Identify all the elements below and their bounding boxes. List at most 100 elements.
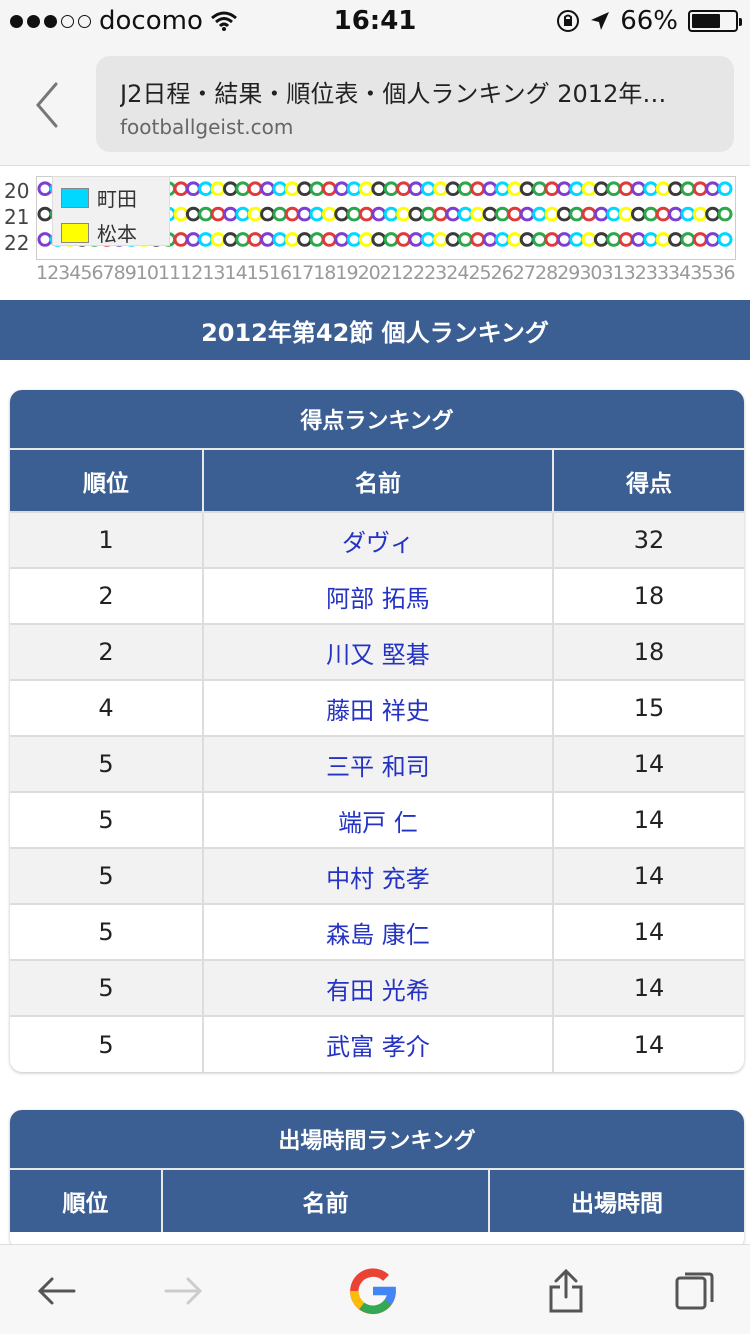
player-name-link[interactable]: 藤田 祥史 [203,679,554,736]
chart-marker [519,232,535,247]
rank-cell: 5 [10,959,204,1016]
chart-row-numbers: 20 21 22 [4,178,29,256]
chart-marker [680,181,696,197]
chart-marker [643,232,659,247]
chart-marker [445,206,461,222]
chart-marker [334,181,350,197]
chart-marker [37,232,53,247]
share-button[interactable] [538,1263,594,1319]
chart-marker [494,181,510,197]
player-name-link[interactable]: 端戸 仁 [203,791,554,848]
chart-marker [309,232,325,247]
rank-cell: 1 [10,511,204,568]
tabs-button[interactable] [666,1263,722,1319]
chart-marker [334,206,350,222]
rank-cell: 5 [10,847,204,904]
google-logo-icon [350,1268,396,1315]
chart-marker [519,206,535,222]
chart-marker [581,232,597,247]
page-title: J2日程・結果・順位表・個人ランキング 2012年… [120,80,667,108]
chart-marker [260,232,276,247]
player-name-link[interactable]: 武富 孝介 [203,1015,554,1072]
chart-marker [272,232,288,247]
bottom-toolbar [0,1244,750,1334]
chart-marker [247,232,263,247]
carrier-name: docomo [99,6,203,36]
chart-marker [235,232,251,247]
back-chevron-icon[interactable] [30,80,64,130]
legend-swatch [61,222,89,243]
status-bar: docomo 16:41 66% [0,0,750,40]
table-header-row: 順位 名前 得点 [10,450,744,512]
section-header: 2012年第42節 個人ランキング [0,300,750,360]
column-header-minutes: 出場時間 [489,1170,744,1232]
player-name-link[interactable]: 川又 堅碁 [203,623,554,680]
back-button[interactable] [28,1263,84,1319]
chart-marker [668,181,684,197]
player-name-link[interactable]: 有田 光希 [203,959,554,1016]
player-name-link[interactable]: ダヴィ [203,511,554,568]
chart-marker [309,181,325,197]
chart-marker [618,232,634,247]
player-name-link[interactable]: 森島 康仁 [203,903,554,960]
chart-marker [507,206,523,222]
scoring-ranking-table: 得点ランキング 順位 名前 得点 1 ダヴィ 32 2 阿部 拓馬 18 2 川又 堅碁 18 4… [10,390,744,1072]
chart-marker [593,232,609,247]
chart-marker [235,181,251,197]
chart-marker [210,232,226,247]
rank-cell: 2 [10,567,204,624]
forward-arrow-icon [164,1277,203,1305]
points-cell: 32 [553,511,744,568]
chart-marker [198,181,214,197]
chart-marker [408,206,424,222]
chart-marker [358,206,374,222]
legend-swatch [61,187,89,208]
chart-marker [544,206,560,222]
back-arrow-icon [37,1277,76,1305]
chart-marker [420,181,436,197]
points-cell: 14 [553,959,744,1016]
chart-marker [371,232,387,247]
chart-marker [173,232,189,247]
player-name-link[interactable]: 三平 和司 [203,735,554,792]
table-row: 5 武富 孝介 14 [10,1015,744,1072]
chart-marker [630,206,646,222]
chart-marker [396,206,412,222]
column-header-name: 名前 [162,1170,490,1232]
forward-button[interactable] [156,1263,212,1319]
chart-marker [173,181,189,197]
chart-marker [371,181,387,197]
chart-marker [581,181,597,197]
chart-marker [507,181,523,197]
chart-marker [470,232,486,247]
player-name-link[interactable]: 中村 充孝 [203,847,554,904]
chart-marker [593,181,609,197]
chart-marker [705,206,721,222]
column-header-points: 得点 [553,450,744,512]
chart-marker [260,181,276,197]
chart-marker [433,232,449,247]
chart-marker [606,181,622,197]
chart-marker [457,232,473,247]
share-icon [549,1269,583,1313]
table-row: 2 川又 堅碁 18 [10,623,744,680]
chart-marker [346,206,362,222]
orientation-lock-icon [557,10,580,32]
chart-marker [284,232,300,247]
chart-marker [717,206,733,222]
chart-marker [618,206,634,222]
chart-marker [556,206,572,222]
status-right: 66% [556,6,742,36]
wifi-icon [210,11,237,31]
chart-marker [532,232,548,247]
chart-marker [581,206,597,222]
chart-marker [482,232,498,247]
chart-marker [470,181,486,197]
player-name-link[interactable]: 阿部 拓馬 [203,567,554,624]
chart-marker [198,232,214,247]
chart-marker [692,232,708,247]
table-row: 5 森島 康仁 14 [10,903,744,960]
address-bar[interactable]: J2日程・結果・順位表・個人ランキング 2012年… footballgeist… [96,56,734,152]
google-button[interactable] [345,1263,401,1319]
chart-marker [618,181,634,197]
